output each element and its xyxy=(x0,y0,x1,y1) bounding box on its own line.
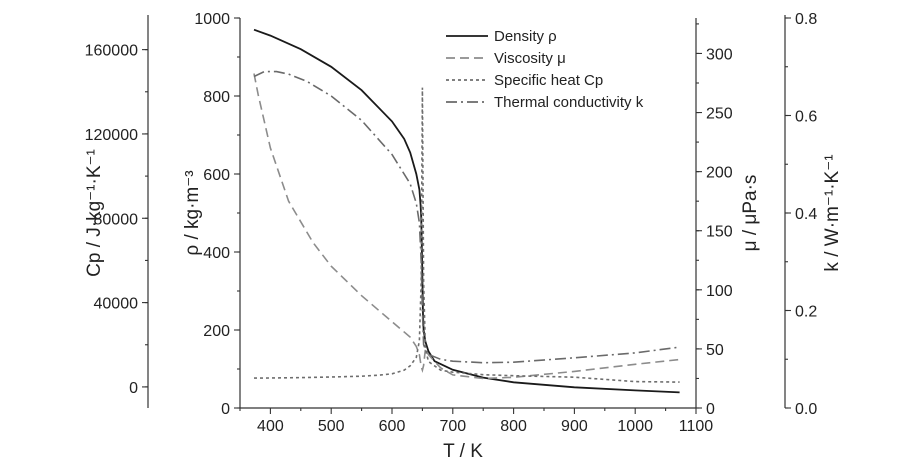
mu-tick-label: 200 xyxy=(706,165,733,182)
rho-axis-label: ρ / kg·m⁻³ xyxy=(182,170,203,255)
k-tick-label: 0.4 xyxy=(795,206,817,223)
cp-tick-label: 0 xyxy=(129,380,138,397)
k-tick-label: 0.8 xyxy=(795,11,817,28)
rho-tick-label: 800 xyxy=(203,89,230,106)
mu-tick-label: 250 xyxy=(706,106,733,123)
mu-tick-label: 50 xyxy=(706,342,724,359)
x-tick-label: 800 xyxy=(500,418,527,435)
cp-tick-label: 40000 xyxy=(94,296,139,313)
series-line xyxy=(253,73,680,380)
rho-tick-label: 1000 xyxy=(194,11,230,28)
rho-tick-label: 400 xyxy=(203,245,230,262)
x-tick-label: 400 xyxy=(257,418,284,435)
cp-tick-label: 120000 xyxy=(85,127,138,144)
rho-tick-label: 600 xyxy=(203,167,230,184)
mu-tick-label: 300 xyxy=(706,46,733,63)
series-line xyxy=(253,87,680,383)
x-axis-label: T / K xyxy=(443,441,483,462)
series-layer xyxy=(253,28,680,394)
legend-label: Thermal conductivity k xyxy=(494,94,644,111)
x-tick-label: 700 xyxy=(439,418,466,435)
mu-tick-label: 0 xyxy=(706,401,715,418)
x-tick-label: 600 xyxy=(379,418,406,435)
legend-label: Density ρ xyxy=(494,28,557,45)
x-tick-label: 1100 xyxy=(679,418,714,435)
legend: Density ρ Viscosity μ Specific heat Cp Ther… xyxy=(446,28,644,111)
series-line xyxy=(253,28,680,394)
mu-tick-label: 100 xyxy=(706,283,733,300)
k-tick-label: 0.6 xyxy=(795,109,817,126)
cp-tick-label: 160000 xyxy=(85,43,138,60)
mu-tick-label: 150 xyxy=(706,224,733,241)
k-tick-label: 0.0 xyxy=(795,401,817,418)
mu-axis-label: μ / μPa·s xyxy=(740,175,761,252)
k-axis-label: k / W·m⁻¹·K⁻¹ xyxy=(822,154,843,271)
cp-tick-label: 80000 xyxy=(94,211,139,228)
x-tick-label: 1000 xyxy=(617,418,653,435)
rho-tick-label: 200 xyxy=(203,323,230,340)
x-tick-label: 500 xyxy=(318,418,345,435)
x-tick-label: 900 xyxy=(561,418,588,435)
k-tick-label: 0.2 xyxy=(795,304,817,321)
rho-tick-label: 0 xyxy=(221,401,230,418)
legend-label: Specific heat Cp xyxy=(494,72,603,89)
cp-axis-label: Cp / J·kg⁻¹·K⁻¹ xyxy=(84,149,105,277)
legend-label: Viscosity μ xyxy=(494,50,566,67)
series-line xyxy=(253,70,680,364)
